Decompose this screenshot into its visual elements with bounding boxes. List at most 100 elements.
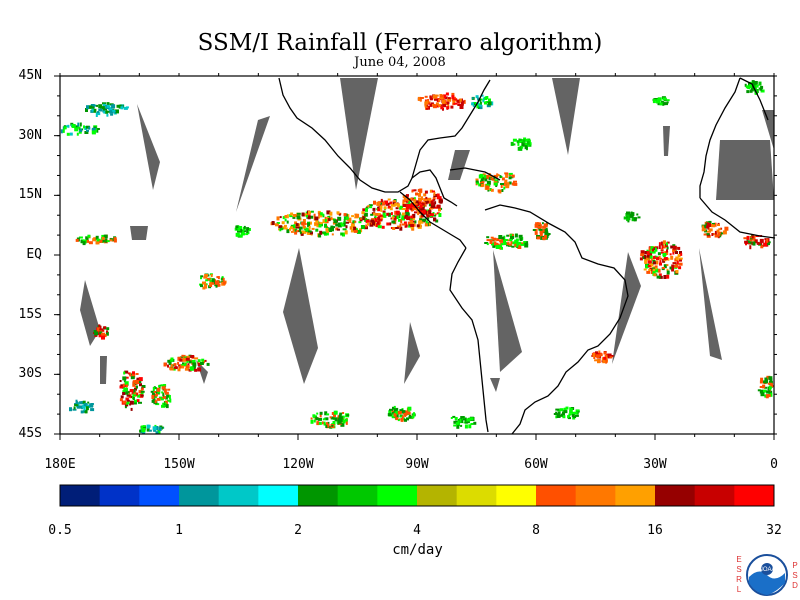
colorbar-swatch bbox=[258, 485, 299, 506]
rain-cell bbox=[150, 390, 154, 393]
rain-cell bbox=[415, 203, 418, 206]
rain-cell bbox=[152, 399, 156, 403]
rain-cell bbox=[442, 103, 447, 108]
rain-cell bbox=[645, 264, 649, 269]
rain-cell bbox=[393, 408, 397, 412]
rain-cell bbox=[122, 383, 125, 387]
rain-cell bbox=[565, 406, 569, 410]
rain-cell bbox=[84, 131, 89, 134]
rain-cell bbox=[482, 173, 486, 176]
rain-cell bbox=[519, 238, 523, 241]
rain-cell bbox=[305, 211, 308, 214]
rain-cell bbox=[513, 182, 518, 186]
rain-cell bbox=[329, 416, 332, 419]
rain-cell bbox=[575, 410, 580, 413]
rain-cell bbox=[492, 244, 496, 248]
rain-cell bbox=[205, 279, 209, 282]
rain-cell bbox=[717, 232, 721, 237]
rain-cell bbox=[105, 331, 109, 336]
rain-cell bbox=[296, 229, 299, 232]
rain-cell bbox=[337, 228, 340, 231]
colorbar-swatch bbox=[377, 485, 418, 506]
rain-cell bbox=[126, 393, 130, 396]
lon-label: 150W bbox=[163, 457, 195, 472]
rain-cell bbox=[392, 227, 396, 230]
rain-cell bbox=[82, 404, 86, 409]
rain-cell bbox=[387, 413, 392, 417]
rain-cell bbox=[94, 331, 99, 336]
rain-cell bbox=[510, 236, 515, 239]
rain-cell bbox=[493, 241, 497, 246]
rain-cell bbox=[760, 377, 764, 382]
rain-cell bbox=[296, 215, 301, 220]
rain-cell bbox=[393, 200, 396, 203]
rain-cell bbox=[675, 257, 679, 261]
rain-cell bbox=[767, 241, 771, 244]
rain-cell bbox=[301, 212, 305, 217]
rain-cell bbox=[745, 85, 749, 89]
rain-cell bbox=[671, 267, 675, 272]
rain-cell bbox=[432, 94, 437, 99]
lon-label: 90W bbox=[405, 457, 429, 472]
coastline-south-america bbox=[449, 204, 629, 435]
rain-cell bbox=[204, 274, 209, 277]
rain-cell bbox=[415, 192, 418, 196]
rain-cell bbox=[534, 228, 538, 232]
rain-cell bbox=[376, 201, 381, 206]
rain-cell bbox=[759, 380, 763, 384]
rain-cell bbox=[419, 215, 423, 219]
rain-cell bbox=[160, 384, 165, 387]
lon-label: 120W bbox=[282, 457, 314, 472]
rain-cell bbox=[310, 417, 313, 420]
rain-cell bbox=[314, 216, 319, 221]
rain-cell bbox=[396, 407, 399, 411]
rain-cell bbox=[405, 211, 410, 215]
rain-cell bbox=[662, 267, 665, 269]
rain-cell bbox=[155, 387, 158, 389]
rain-cell bbox=[597, 359, 600, 364]
rain-cell bbox=[390, 212, 393, 216]
rain-cell bbox=[408, 197, 413, 201]
rain-cell bbox=[73, 406, 76, 410]
rain-cell bbox=[190, 366, 194, 370]
rain-cell bbox=[282, 226, 287, 230]
rain-cell bbox=[216, 276, 220, 279]
rain-cell bbox=[508, 181, 512, 185]
rain-cell bbox=[543, 223, 548, 228]
rain-cell bbox=[103, 110, 106, 114]
rain-cell bbox=[524, 145, 528, 150]
rain-cell bbox=[333, 220, 338, 224]
rain-cell bbox=[393, 218, 397, 222]
rain-cell bbox=[402, 199, 407, 203]
rain-cell bbox=[495, 245, 500, 249]
rain-cell bbox=[766, 390, 771, 394]
rain-cell bbox=[518, 241, 522, 245]
rain-cell bbox=[95, 235, 99, 240]
rain-cell bbox=[374, 216, 377, 220]
rain-cell bbox=[184, 362, 187, 366]
rain-cell bbox=[627, 217, 631, 221]
rain-cell bbox=[129, 372, 132, 377]
rain-cell bbox=[353, 229, 358, 233]
rain-cell bbox=[376, 221, 380, 225]
rain-cell bbox=[343, 213, 347, 217]
rain-cell bbox=[760, 392, 765, 397]
rain-cell bbox=[308, 210, 311, 214]
rain-cell bbox=[368, 204, 373, 207]
rain-cell bbox=[422, 209, 426, 214]
rain-cell bbox=[106, 113, 109, 117]
rain-cell bbox=[452, 100, 456, 104]
lon-label: 60W bbox=[524, 457, 548, 472]
rain-cell bbox=[459, 105, 464, 109]
rain-cell bbox=[603, 351, 607, 355]
rain-cell bbox=[652, 268, 656, 272]
rain-cell bbox=[438, 104, 442, 108]
rain-cell bbox=[82, 241, 86, 246]
rain-cell bbox=[129, 389, 134, 392]
rain-cell bbox=[351, 215, 355, 218]
rain-cell bbox=[366, 205, 369, 209]
rain-cell bbox=[568, 413, 572, 416]
rain-cell bbox=[80, 240, 84, 243]
rain-cell bbox=[80, 128, 82, 131]
rain-cell bbox=[62, 128, 65, 133]
